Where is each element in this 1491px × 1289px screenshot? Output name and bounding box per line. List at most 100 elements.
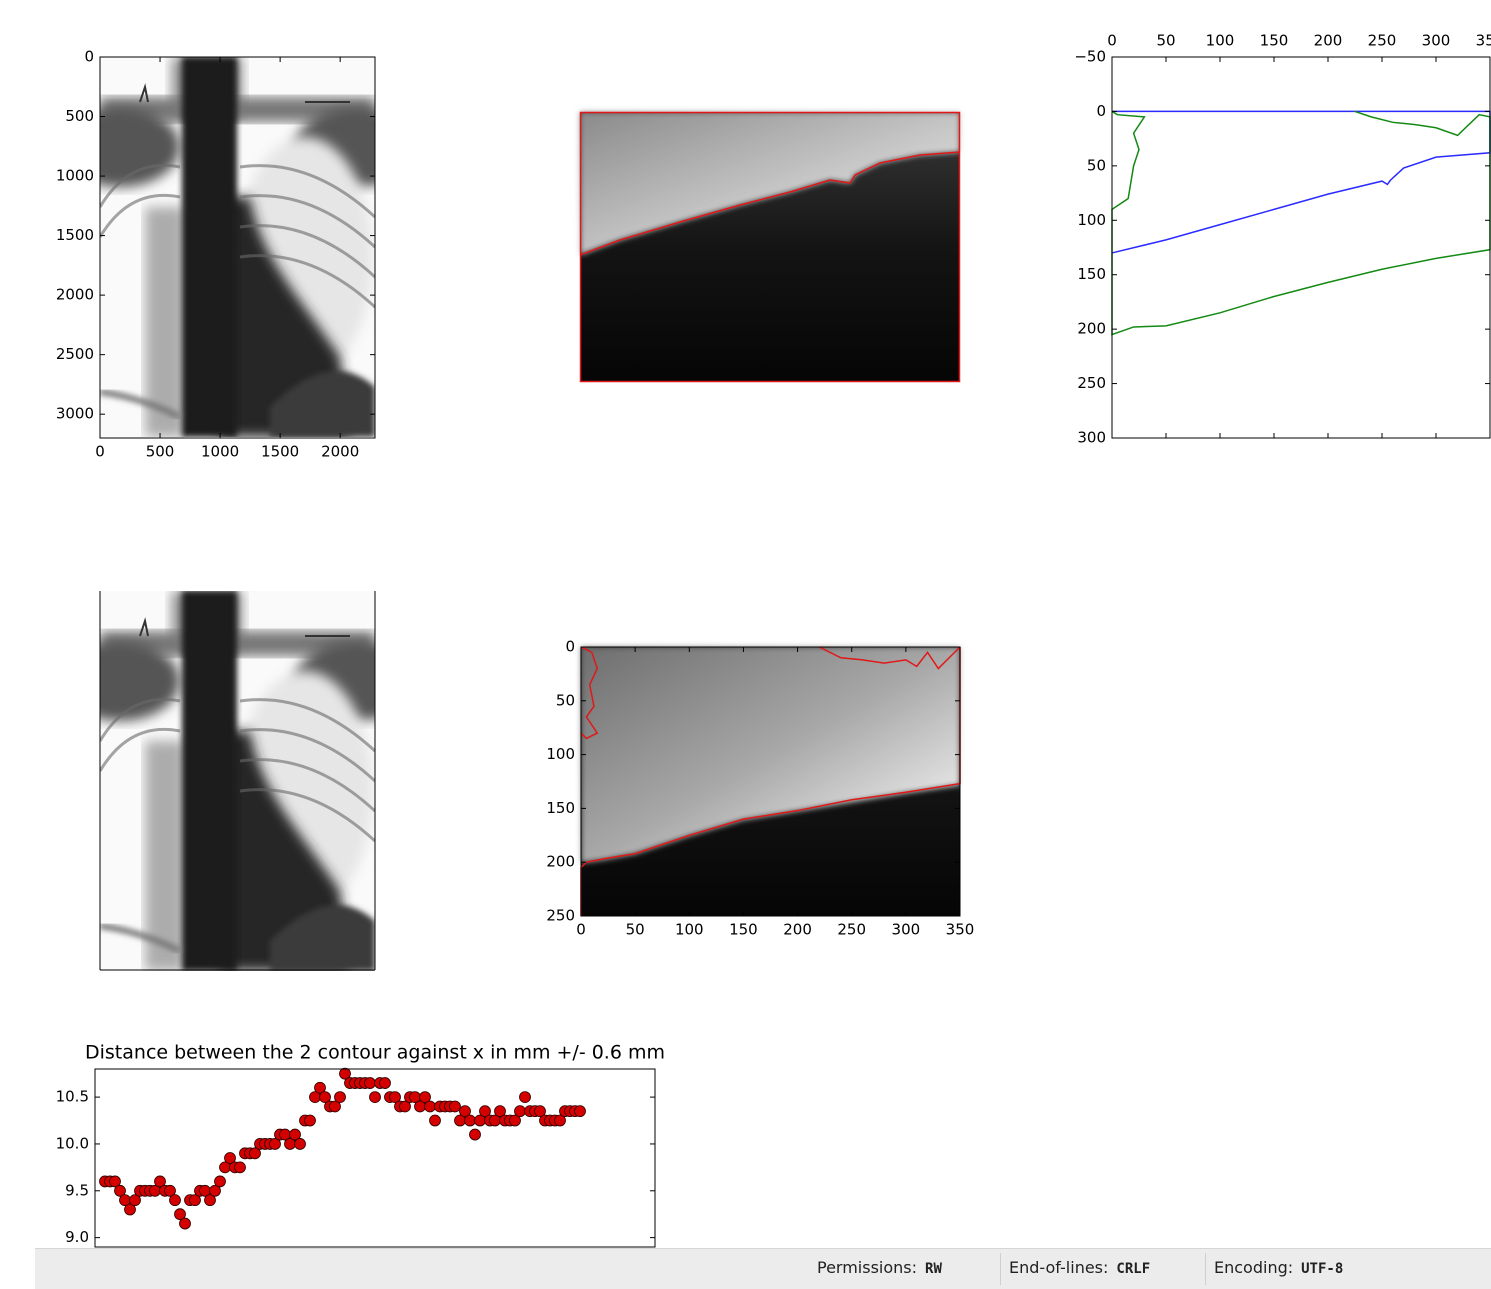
scatter-point: [114, 1184, 126, 1197]
y-tick-label: 0: [1096, 102, 1106, 120]
scatter-point: [329, 1100, 341, 1113]
x-tick-label: 50: [626, 921, 645, 939]
y-tick-label: 250: [1077, 374, 1106, 392]
scatter-point: [494, 1105, 506, 1118]
axes: 050100150200250300350−500501001502002503…: [1074, 32, 1491, 447]
contour-line: [580, 646, 599, 740]
y-tick-label: 300: [1077, 429, 1106, 447]
y-tick-label: −50: [1074, 48, 1106, 66]
y-tick-label: 150: [1077, 265, 1106, 283]
scatter-point: [234, 1161, 246, 1174]
y-tick-label: 1500: [56, 226, 94, 244]
scatter-point: [399, 1100, 411, 1113]
y-tick-label: 10.5: [56, 1088, 89, 1106]
x-tick-label: 150: [1260, 32, 1289, 50]
scatter-point: [249, 1147, 261, 1160]
status-label: End-of-lines:: [1009, 1258, 1109, 1277]
status-bar: Permissions: RW End-of-lines: CRLF Encoding:…: [35, 1248, 1491, 1289]
contour-line: [1111, 110, 1491, 254]
scatter-point: [379, 1077, 391, 1089]
scatter-point: [554, 1114, 566, 1127]
scatter-point: [189, 1194, 201, 1207]
x-tick-label: 300: [1422, 32, 1451, 50]
scatter-point: [364, 1077, 376, 1089]
x-tick-label: 300: [892, 921, 921, 939]
x-tick-label: 150: [729, 921, 758, 939]
x-tick-label: 0: [1107, 32, 1117, 50]
y-tick-label: 500: [65, 107, 94, 125]
scatter-point: [449, 1100, 461, 1113]
status-value: UTF-8: [1301, 1261, 1344, 1277]
y-tick-label: 150: [546, 799, 575, 817]
scatter-point: [179, 1217, 191, 1230]
x-tick-label: 50: [1156, 32, 1175, 50]
scatter-point: [479, 1105, 491, 1118]
y-tick-label: 0: [565, 638, 575, 656]
axes-frame: [94, 1068, 656, 1248]
y-tick-label: 250: [546, 907, 575, 925]
y-tick-label: 2000: [56, 286, 94, 304]
separator: [1205, 1253, 1206, 1285]
axes: 0 50 100 150 200 250 300 350 0 50 100 150 200 250: [546, 638, 974, 939]
separator: [1000, 1253, 1001, 1285]
scatter-point: [459, 1105, 471, 1118]
scatter-point: [509, 1114, 521, 1127]
xray-image: [60, 591, 415, 971]
y-tick-label: 9.5: [65, 1181, 89, 1199]
scatter-point: [469, 1128, 481, 1141]
scatter-point: [269, 1138, 281, 1150]
x-tick-label: 0: [95, 443, 105, 461]
x-tick-label: 250: [837, 921, 866, 939]
axes-frame: [580, 646, 961, 917]
x-tick-label: 200: [783, 921, 812, 939]
status-value: RW: [925, 1261, 942, 1277]
x-tick-label: 200: [1314, 32, 1343, 50]
x-tick-label: 2000: [321, 443, 359, 461]
scatter-point: [224, 1152, 236, 1164]
status-item: Encoding: UTF-8: [1214, 1258, 1343, 1277]
y-tick-label: 50: [556, 691, 575, 709]
scatter-point: [164, 1184, 176, 1197]
scatter-point: [334, 1091, 346, 1104]
chart-title: Distance between the 2 contour against x…: [85, 1042, 665, 1064]
scatter-point: [129, 1194, 141, 1207]
y-tick-label: 10.0: [56, 1134, 89, 1152]
scatter-point: [389, 1091, 401, 1104]
y-tick-label: 100: [1077, 211, 1106, 229]
y-tick-label: 9.0: [65, 1228, 89, 1246]
x-tick-label: 1000: [201, 443, 239, 461]
x-tick-label: 100: [675, 921, 704, 939]
y-tick-label: 2500: [56, 345, 94, 363]
status-label: Permissions:: [817, 1258, 918, 1277]
scatter-point: [289, 1128, 301, 1141]
status-value: CRLF: [1116, 1261, 1151, 1277]
x-tick-label: 350: [946, 921, 975, 939]
contour-line: [818, 646, 961, 670]
y-tick-label: 0: [84, 48, 94, 66]
axes: Distance between the 2 contour against x…: [56, 1042, 665, 1248]
scatter-point: [369, 1091, 381, 1104]
scatter-point: [514, 1105, 526, 1118]
scatter-point: [319, 1091, 331, 1104]
x-tick-label: 1500: [261, 443, 299, 461]
scatter-point: [429, 1114, 441, 1127]
scatter-point: [169, 1194, 181, 1207]
contour-line: [580, 647, 961, 916]
status-label: Encoding:: [1214, 1258, 1294, 1277]
scatter-point: [209, 1184, 221, 1197]
y-tick-label: 3000: [56, 405, 94, 423]
x-tick-label: 350: [1476, 32, 1491, 50]
axes-frame: [1111, 56, 1491, 439]
scatter-point: [419, 1091, 431, 1104]
y-tick-label: 200: [1077, 320, 1106, 338]
y-tick-label: 1000: [56, 167, 94, 185]
axes: 0 500 1000 1500 2000 0 500 1000 1500 2000 2500 3000: [56, 48, 376, 461]
axes-frame: [99, 56, 376, 439]
contour-line: [1111, 110, 1491, 336]
scatter-point: [154, 1175, 166, 1188]
scatter-point: [314, 1081, 326, 1094]
scatter-point: [214, 1175, 226, 1188]
scatter-point: [294, 1138, 306, 1150]
y-tick-label: 200: [546, 853, 575, 871]
